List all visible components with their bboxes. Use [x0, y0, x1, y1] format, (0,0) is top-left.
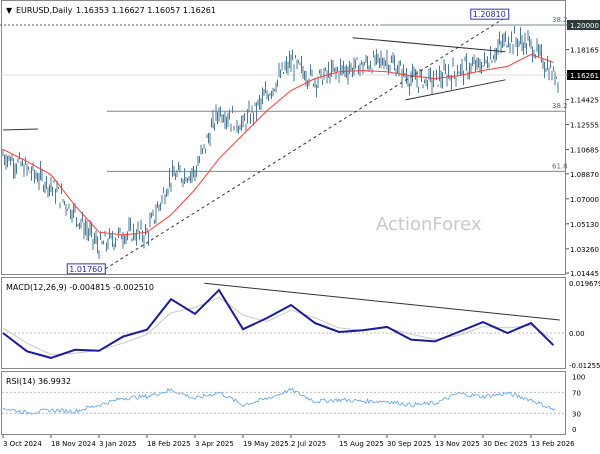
price-annotation-label: 1.01760 — [69, 265, 102, 274]
price-axis-highlight — [567, 69, 600, 80]
rsi-layer — [2, 387, 566, 415]
date-axis-label: 15 Aug 2025 — [339, 440, 384, 448]
rsi-axis-label: 0 — [572, 426, 576, 434]
price-axis-label: 1.05130 — [570, 221, 599, 229]
rsi-axis-label: 30 — [572, 410, 581, 418]
price-annotation-label: 1.20810 — [473, 10, 506, 19]
price-axis-label: 1.16261 — [570, 72, 599, 80]
trendline — [104, 13, 511, 270]
price-axis-label: 1.18165 — [570, 47, 599, 55]
price-axis-label: 1.14425 — [570, 97, 599, 105]
date-axis-label: 2 Jul 2025 — [291, 440, 326, 448]
price-panel[interactable] — [1, 0, 566, 275]
rsi-line — [2, 387, 556, 415]
price-axis-label: 1.08870 — [570, 171, 599, 179]
macd-trendline — [204, 282, 560, 321]
short-level-line — [2, 128, 39, 131]
date-axis-label: 19 May 2025 — [243, 440, 289, 448]
rsi-panel[interactable] — [1, 371, 566, 435]
symbol-label: EURUSD,Daily — [16, 6, 73, 15]
price-axis-label: 1.03260 — [570, 246, 599, 254]
rsi-title: RSI(14) 36.9932 — [6, 377, 71, 386]
macd-axis-label: 0.00 — [569, 330, 585, 338]
date-axis-label: 13 Nov 2025 — [435, 440, 480, 448]
header-arrow-icon[interactable]: ▼ — [6, 6, 13, 15]
axes: 1.20000 1.18165 1.16261 1.14425 1.12555 1.106… — [2, 20, 600, 448]
price-axis-highlight — [567, 20, 600, 30]
price-axis-label: 1.10685 — [570, 147, 599, 155]
price-layer: 38.2 38.2 61.8 1.20810 1.01760 — [0, 8, 568, 275]
moving-average-line — [2, 53, 554, 236]
rsi-axis-label: 100 — [572, 374, 585, 382]
date-axis-label: 13 Feb 2026 — [531, 440, 575, 448]
fib-label: 61.8 — [552, 162, 568, 170]
ohlc-values: 1.16353 1.16627 1.16057 1.16261 — [76, 6, 216, 15]
price-annotation-box — [470, 8, 510, 20]
date-axis-label: 3 Oct 2024 — [3, 440, 42, 448]
price-axis-label: 1.12555 — [570, 122, 599, 130]
trendline — [352, 37, 506, 53]
macd-layer — [2, 282, 566, 359]
price-annotation-box — [66, 263, 106, 275]
fib-label: 38.2 — [552, 16, 568, 24]
date-axis-label: 30 Dec 2025 — [483, 440, 528, 448]
price-axis-label: 1.07000 — [570, 196, 599, 204]
macd-panel[interactable] — [1, 277, 566, 369]
price-axis-label: 1.20000 — [570, 22, 599, 30]
date-axis-label: 18 Feb 2025 — [147, 440, 191, 448]
date-axis-label: 30 Sep 2025 — [387, 440, 431, 448]
rsi-axis-label: 70 — [572, 389, 581, 397]
price-axis-label: 1.01445 — [570, 270, 599, 278]
macd-axis-label: 0.019679 — [569, 280, 600, 288]
date-axis-label: 18 Nov 2024 — [51, 440, 96, 448]
trendline — [405, 79, 506, 101]
fib-label: 38.2 — [552, 102, 568, 110]
watermark: ActionForex — [376, 214, 482, 235]
macd-line — [2, 288, 555, 359]
date-axis-label: 3 Jan 2025 — [99, 440, 137, 448]
macd-title: MACD(12,26,9) -0.004815 -0.002510 — [6, 283, 154, 292]
macd-axis-label: -0.012552 — [569, 362, 600, 370]
date-axis-label: 3 Apr 2025 — [195, 440, 234, 448]
